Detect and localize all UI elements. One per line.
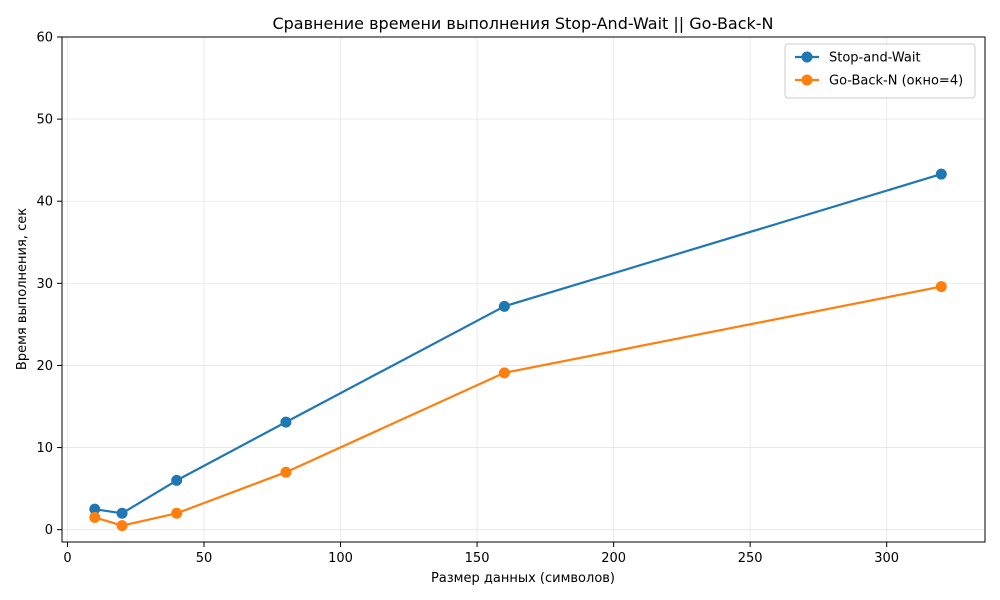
chart-title: Сравнение времени выполнения Stop-And-Wa… — [272, 14, 773, 33]
x-tick-label: 300 — [874, 551, 899, 566]
x-tick-label: 150 — [465, 551, 490, 566]
data-point — [498, 367, 510, 379]
legend-box — [784, 43, 976, 99]
data-point — [171, 507, 183, 519]
data-point — [280, 466, 292, 478]
y-tick-label: 50 — [36, 113, 53, 128]
x-axis-label: Размер данных (символов) — [431, 571, 615, 586]
y-tick-label: 10 — [36, 441, 53, 456]
legend: Stop-and-Wait Go-Back-N (окно=4) — [784, 43, 976, 99]
series-line-2 — [94, 285, 942, 527]
plot-area — [89, 168, 947, 532]
data-point — [116, 507, 128, 519]
legend-marker — [801, 74, 813, 86]
y-tick-label: 20 — [36, 359, 53, 374]
plot-frame — [61, 36, 986, 543]
y-axis-ticks: 0 10 20 30 40 50 60 — [36, 31, 62, 538]
y-tick-label: 40 — [36, 195, 53, 210]
x-axis-ticks: 0 50 100 150 200 250 300 — [63, 542, 899, 566]
y-axis-label: Время выполнения, сек — [15, 208, 30, 370]
x-tick-label: 100 — [328, 551, 353, 566]
data-point — [935, 281, 947, 293]
legend-label: Go-Back-N (окно=4) — [829, 74, 963, 89]
data-point — [89, 511, 101, 523]
x-tick-label: 0 — [63, 551, 71, 566]
y-tick-label: 0 — [45, 523, 53, 538]
series-line-1 — [94, 173, 942, 515]
x-tick-label: 250 — [738, 551, 763, 566]
y-tick-label: 60 — [36, 31, 53, 46]
data-point — [498, 300, 510, 312]
y-tick-label: 30 — [36, 277, 53, 292]
grid-lines — [62, 36, 985, 542]
x-tick-label: 200 — [601, 551, 626, 566]
data-point — [116, 520, 128, 532]
legend-marker — [801, 51, 813, 63]
x-tick-label: 50 — [196, 551, 213, 566]
data-point — [89, 503, 101, 515]
data-point — [935, 168, 947, 180]
legend-label: Stop-and-Wait — [829, 51, 921, 66]
data-point — [280, 416, 292, 428]
data-point — [171, 474, 183, 486]
